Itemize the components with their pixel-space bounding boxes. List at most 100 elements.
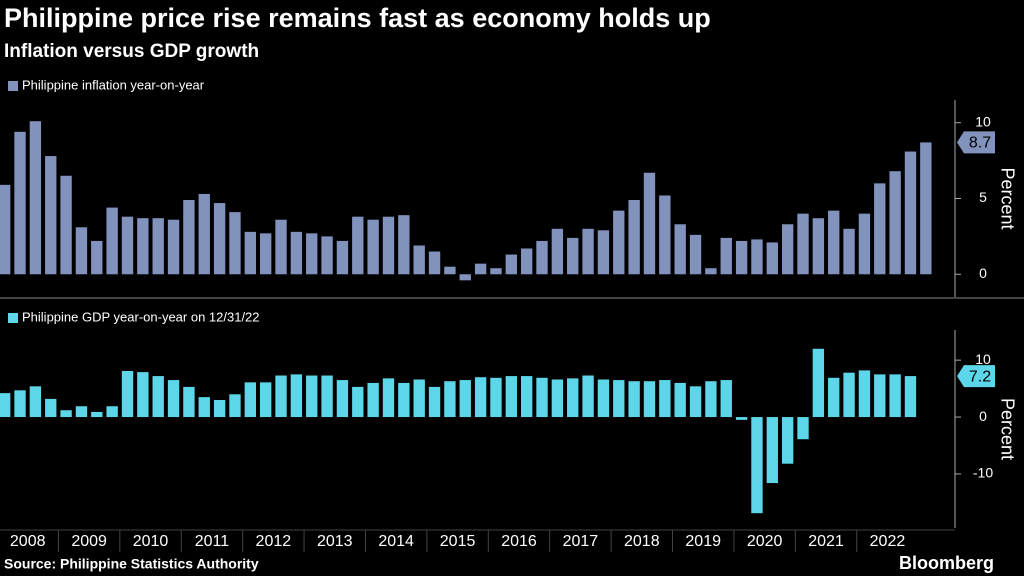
bar (536, 240, 548, 275)
bar (259, 382, 272, 418)
bar (275, 375, 287, 418)
bar (336, 380, 349, 418)
x-tick-label: 2017 (563, 533, 599, 550)
bar (413, 379, 425, 418)
bar (152, 376, 164, 418)
bar (551, 379, 564, 418)
bar (874, 374, 886, 418)
bar (735, 240, 748, 275)
bar (613, 210, 625, 275)
bar (613, 380, 625, 418)
bar (75, 406, 88, 418)
bar (60, 175, 72, 275)
value-callout (957, 131, 995, 154)
bar (474, 263, 487, 275)
bar (290, 374, 303, 418)
bar (567, 378, 579, 418)
y-axis-label: Percent (997, 167, 1017, 229)
bar (137, 218, 149, 275)
y-tick-label: -10 (973, 465, 993, 481)
chart-title: Philippine price rise remains fast as ec… (4, 3, 711, 33)
x-tick-label: 2014 (378, 533, 414, 550)
legend-swatch (8, 81, 18, 91)
bar (689, 234, 702, 275)
legend-label: Philippine inflation year-on-year (22, 77, 205, 92)
chart-subtitle: Inflation versus GDP growth (4, 41, 259, 62)
x-tick-label: 2013 (317, 533, 353, 550)
bar (828, 210, 840, 275)
bar (858, 370, 871, 418)
x-tick-label: 2018 (624, 533, 660, 550)
bar (152, 218, 164, 275)
bar (91, 240, 103, 275)
bar (0, 184, 11, 275)
bar (121, 370, 134, 418)
bar (505, 376, 517, 418)
bar (628, 381, 640, 418)
bar (490, 377, 502, 418)
bar (183, 386, 195, 418)
bar (0, 393, 11, 418)
bar (213, 399, 226, 418)
y-tick-label: 0 (979, 265, 987, 281)
bar (582, 228, 594, 275)
bar (628, 200, 640, 275)
bar (674, 382, 686, 418)
bar (920, 142, 932, 275)
bar (705, 268, 717, 275)
bar (229, 212, 241, 275)
bar (874, 183, 886, 275)
legend-label: Philippine GDP year-on-year on 12/31/22 (22, 309, 260, 324)
bar (904, 376, 917, 418)
bar (121, 216, 134, 275)
bar (367, 219, 379, 275)
bar (14, 131, 26, 275)
bar (720, 380, 732, 418)
legend-swatch (8, 313, 18, 323)
bar (904, 151, 917, 275)
bar (29, 386, 42, 418)
bar (520, 376, 533, 418)
bar (812, 348, 825, 418)
y-tick-label: 0 (979, 408, 987, 424)
bar (244, 231, 256, 275)
value-callout (957, 365, 995, 388)
bar (505, 254, 517, 275)
bar (398, 382, 410, 418)
bar (858, 213, 871, 275)
x-tick-label: 2022 (870, 533, 906, 550)
y-axis-label: Percent (997, 398, 1017, 460)
bar (536, 377, 548, 418)
x-tick-label: 2010 (133, 533, 169, 550)
bar (674, 224, 686, 275)
bar (137, 372, 149, 418)
bar (106, 406, 118, 418)
x-tick-label: 2021 (808, 533, 844, 550)
bar (828, 377, 840, 418)
bar (14, 390, 26, 418)
bar (198, 193, 210, 275)
bar (889, 171, 901, 275)
bar (735, 417, 748, 420)
brand: Bloomberg (899, 553, 994, 573)
bar (643, 381, 656, 418)
bar (367, 382, 379, 418)
bar (444, 381, 456, 418)
bar (582, 375, 594, 418)
bar (106, 207, 118, 275)
y-tick-label: 10 (975, 113, 991, 129)
bar (428, 251, 441, 275)
bar (797, 417, 809, 440)
bar (413, 245, 425, 275)
bar (889, 374, 901, 418)
bar (60, 410, 72, 418)
bar (290, 231, 303, 275)
bar (659, 195, 671, 275)
value-callout-label: 7.2 (969, 368, 991, 385)
x-tick-label: 2009 (71, 533, 107, 550)
bar (659, 380, 671, 418)
bar (643, 172, 656, 275)
source: Source: Philippine Statistics Authority (4, 556, 259, 572)
bar (766, 242, 778, 275)
